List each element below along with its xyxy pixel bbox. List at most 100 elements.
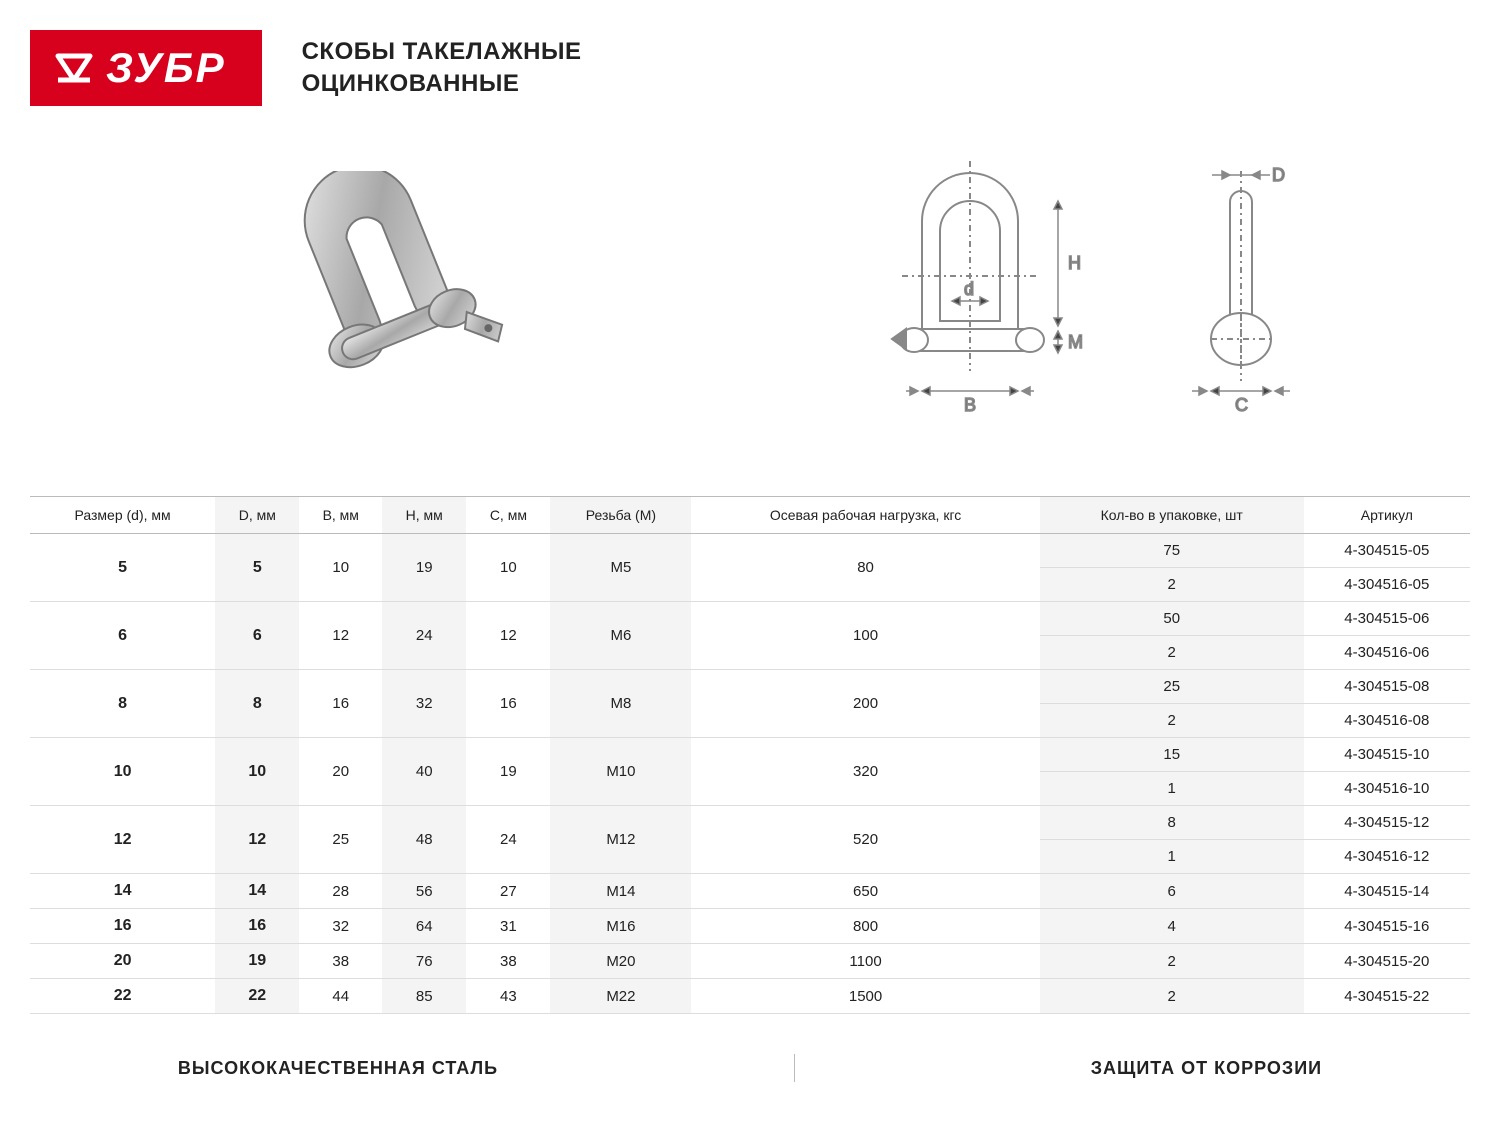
table-cell: 4-304515-10 <box>1304 738 1470 772</box>
table-row: 55101910M580754-304515-05 <box>30 534 1470 568</box>
brand-text: ЗУБР <box>106 44 226 92</box>
table-cell: 6 <box>30 602 215 670</box>
table-cell: M6 <box>550 602 691 670</box>
brand-icon <box>52 46 96 90</box>
table-cell: 4-304515-06 <box>1304 602 1470 636</box>
column-header: Размер (d), мм <box>30 497 215 534</box>
table-cell: 1100 <box>691 944 1039 979</box>
table-cell: 27 <box>466 874 550 909</box>
table-cell: 4-304516-12 <box>1304 840 1470 874</box>
spec-table: Размер (d), ммD, ммB, ммH, ммC, ммРезьба… <box>30 496 1470 1014</box>
table-cell: 48 <box>382 806 466 874</box>
table-cell: 40 <box>382 738 466 806</box>
table-cell: 24 <box>466 806 550 874</box>
page-title: СКОБЫ ТАКЕЛАЖНЫЕ ОЦИНКОВАННЫЕ <box>302 36 582 101</box>
table-cell: 4-304515-05 <box>1304 534 1470 568</box>
table-cell: 76 <box>382 944 466 979</box>
table-header: Размер (d), ммD, ммB, ммH, ммC, ммРезьба… <box>30 497 1470 534</box>
table-cell: 14 <box>30 874 215 909</box>
table-cell: 50 <box>1040 602 1304 636</box>
table-cell: M12 <box>550 806 691 874</box>
table-cell: 100 <box>691 602 1039 670</box>
dim-label-h: H <box>1068 253 1081 273</box>
table-cell: 5 <box>215 534 299 602</box>
product-photo <box>48 171 696 411</box>
table-cell: 8 <box>1040 806 1304 840</box>
table-cell: 12 <box>299 602 382 670</box>
table-cell: 75 <box>1040 534 1304 568</box>
table-cell: 12 <box>215 806 299 874</box>
footer-left: ВЫСОКОКАЧЕСТВЕННАЯ СТАЛЬ <box>178 1058 498 1079</box>
table-cell: 56 <box>382 874 466 909</box>
table-cell: 28 <box>299 874 382 909</box>
table-cell: M16 <box>550 909 691 944</box>
table-cell: 19 <box>382 534 466 602</box>
table-cell: 4-304515-08 <box>1304 670 1470 704</box>
column-header: H, мм <box>382 497 466 534</box>
table-cell: 2 <box>1040 944 1304 979</box>
table-cell: 800 <box>691 909 1039 944</box>
table-cell: 43 <box>466 979 550 1014</box>
column-header: Артикул <box>1304 497 1470 534</box>
table-cell: M10 <box>550 738 691 806</box>
table-cell: 22 <box>30 979 215 1014</box>
table-cell: 12 <box>466 602 550 670</box>
table-row: 1616326431M1680044-304515-16 <box>30 909 1470 944</box>
table-cell: 15 <box>1040 738 1304 772</box>
table-cell: 320 <box>691 738 1039 806</box>
footer-right: ЗАЩИТА ОТ КОРРОЗИИ <box>1091 1058 1322 1079</box>
table-body: 55101910M580754-304515-0524-304516-05661… <box>30 534 1470 1014</box>
table-cell: 16 <box>466 670 550 738</box>
table-cell: 10 <box>215 738 299 806</box>
dim-label-c: C <box>1235 395 1248 415</box>
table-cell: 32 <box>382 670 466 738</box>
brand-logo: ЗУБР <box>30 30 262 106</box>
table-cell: 4-304515-14 <box>1304 874 1470 909</box>
table-row: 88163216M8200254-304515-08 <box>30 670 1470 704</box>
table-cell: 31 <box>466 909 550 944</box>
table-cell: 5 <box>30 534 215 602</box>
table-cell: 32 <box>299 909 382 944</box>
table-cell: M22 <box>550 979 691 1014</box>
table-cell: 10 <box>299 534 382 602</box>
dim-label-D: D <box>1272 165 1285 185</box>
table-row: 2222448543M22150024-304515-22 <box>30 979 1470 1014</box>
table-row: 66122412M6100504-304515-06 <box>30 602 1470 636</box>
table-cell: 19 <box>466 738 550 806</box>
table-cell: 4-304516-08 <box>1304 704 1470 738</box>
table-cell: 1500 <box>691 979 1039 1014</box>
technical-diagram: H M d B <box>732 161 1452 421</box>
table-cell: M14 <box>550 874 691 909</box>
table-cell: 19 <box>215 944 299 979</box>
table-cell: M8 <box>550 670 691 738</box>
column-header: Осевая рабочая нагрузка, кгс <box>691 497 1039 534</box>
table-cell: 6 <box>1040 874 1304 909</box>
column-header: D, мм <box>215 497 299 534</box>
table-cell: 80 <box>691 534 1039 602</box>
table-row: 1010204019M10320154-304515-10 <box>30 738 1470 772</box>
table-cell: 85 <box>382 979 466 1014</box>
table-cell: 20 <box>30 944 215 979</box>
table-cell: 44 <box>299 979 382 1014</box>
table-cell: 1 <box>1040 772 1304 806</box>
table-cell: 4-304515-22 <box>1304 979 1470 1014</box>
table-cell: 16 <box>215 909 299 944</box>
table-cell: 25 <box>1040 670 1304 704</box>
table-cell: 4-304515-20 <box>1304 944 1470 979</box>
table-cell: 4 <box>1040 909 1304 944</box>
table-cell: 38 <box>299 944 382 979</box>
table-cell: 22 <box>215 979 299 1014</box>
table-cell: 1 <box>1040 840 1304 874</box>
footer: ВЫСОКОКАЧЕСТВЕННАЯ СТАЛЬ ЗАЩИТА ОТ КОРРО… <box>30 1054 1470 1082</box>
table-cell: 520 <box>691 806 1039 874</box>
table-cell: 25 <box>299 806 382 874</box>
table-cell: 2 <box>1040 979 1304 1014</box>
table-cell: 4-304515-16 <box>1304 909 1470 944</box>
table-cell: M5 <box>550 534 691 602</box>
table-cell: 2 <box>1040 568 1304 602</box>
table-cell: 4-304516-05 <box>1304 568 1470 602</box>
table-cell: M20 <box>550 944 691 979</box>
table-cell: 10 <box>30 738 215 806</box>
dim-label-d: d <box>964 279 974 299</box>
table-cell: 16 <box>299 670 382 738</box>
